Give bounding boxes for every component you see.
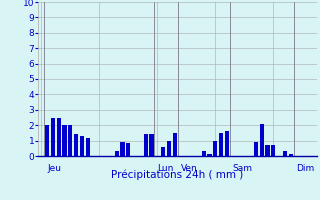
Bar bbox=[289, 154, 293, 156]
Bar bbox=[219, 133, 223, 156]
Bar bbox=[62, 125, 67, 156]
Bar bbox=[149, 134, 154, 156]
Bar bbox=[172, 133, 177, 156]
Bar bbox=[207, 154, 212, 156]
Bar bbox=[265, 145, 270, 156]
Bar bbox=[68, 125, 72, 156]
Bar bbox=[202, 151, 206, 156]
Bar bbox=[126, 143, 131, 156]
Bar bbox=[225, 131, 229, 156]
Bar bbox=[57, 117, 61, 156]
Bar bbox=[260, 124, 264, 156]
Text: Lun: Lun bbox=[157, 164, 174, 173]
Bar bbox=[271, 145, 276, 156]
X-axis label: Précipitations 24h ( mm ): Précipitations 24h ( mm ) bbox=[111, 170, 244, 180]
Bar bbox=[115, 151, 119, 156]
Bar bbox=[74, 134, 78, 156]
Text: Sam: Sam bbox=[233, 164, 253, 173]
Bar bbox=[167, 141, 171, 156]
Bar bbox=[161, 147, 165, 156]
Text: Dim: Dim bbox=[297, 164, 315, 173]
Bar bbox=[144, 134, 148, 156]
Bar bbox=[120, 142, 125, 156]
Bar bbox=[254, 142, 258, 156]
Bar bbox=[283, 151, 287, 156]
Bar bbox=[45, 125, 49, 156]
Bar bbox=[80, 136, 84, 156]
Text: Jeu: Jeu bbox=[47, 164, 61, 173]
Bar bbox=[51, 117, 55, 156]
Bar bbox=[213, 141, 218, 156]
Text: Ven: Ven bbox=[180, 164, 197, 173]
Bar bbox=[85, 138, 90, 156]
